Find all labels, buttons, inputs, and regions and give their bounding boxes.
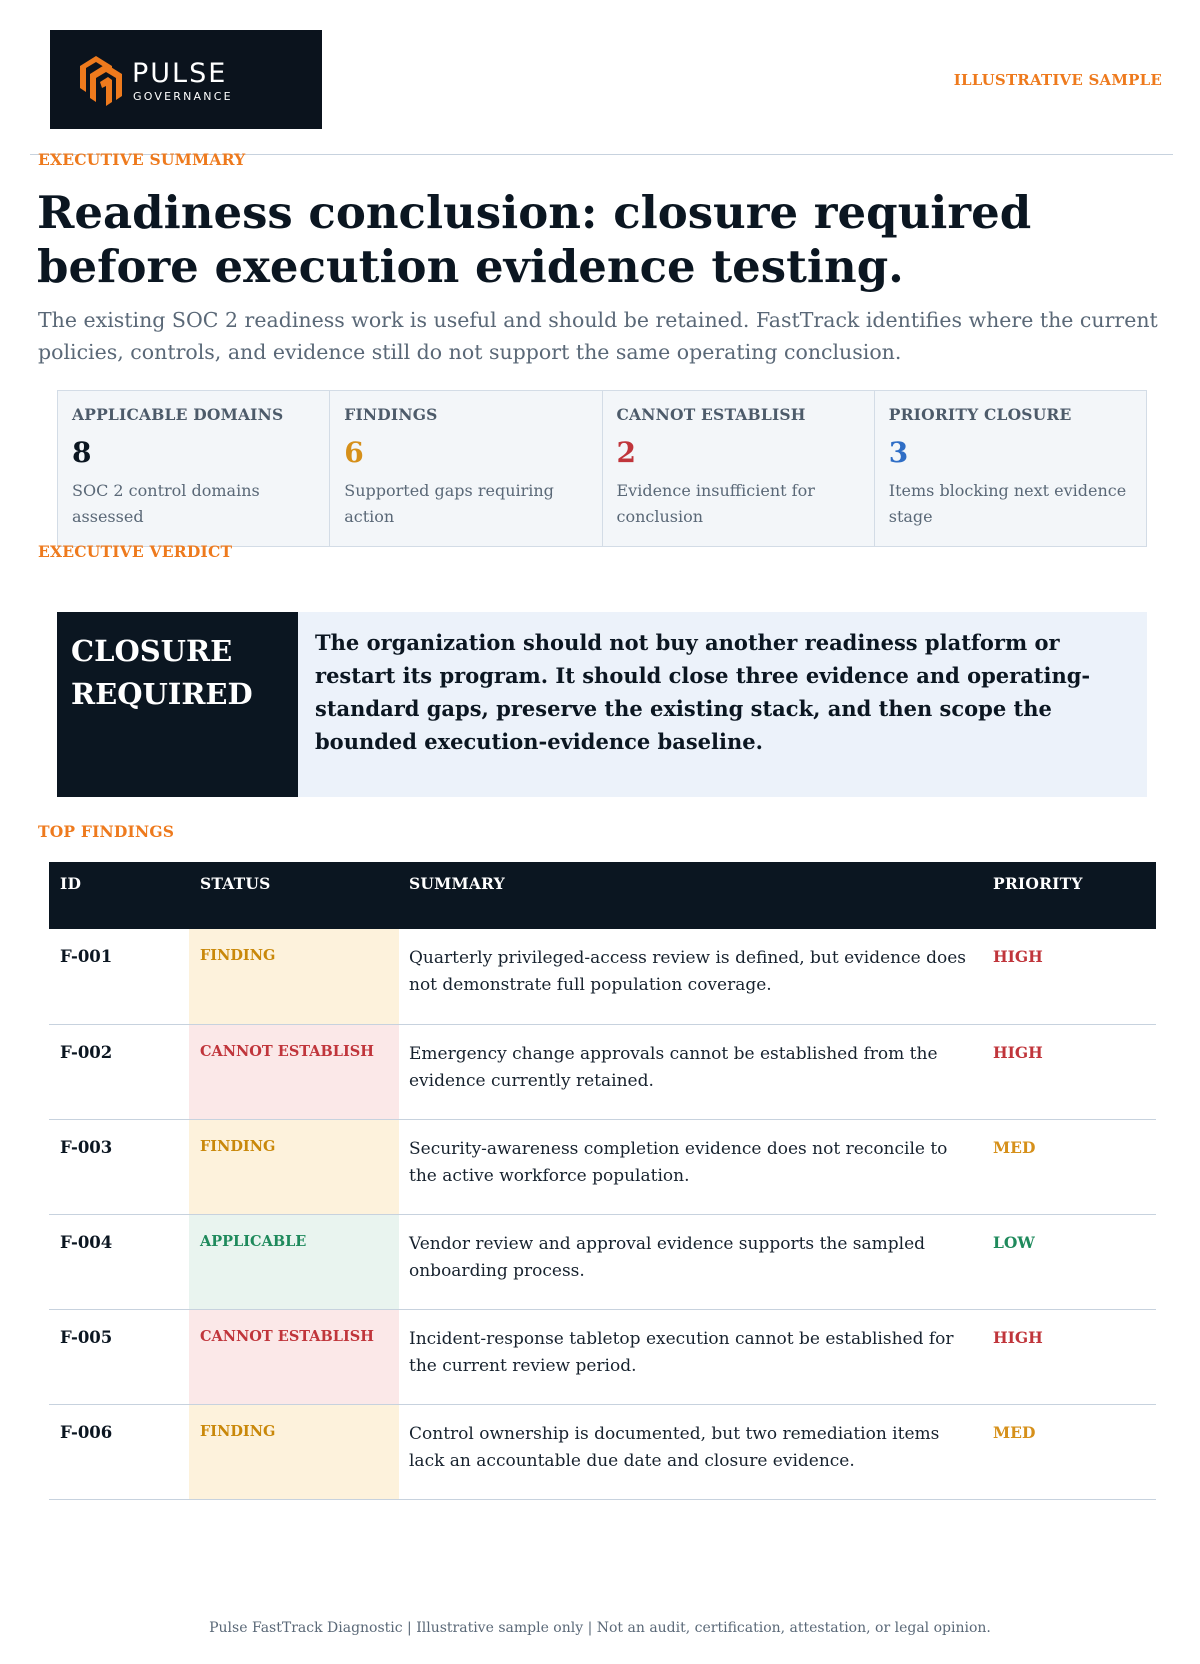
findings-table: ID STATUS SUMMARY PRIORITY F-001 FINDING Q… — [49, 862, 1156, 1500]
table-row: F-002 CANNOT ESTABLISH Emergency change ap… — [49, 1024, 1156, 1120]
finding-summary: Incident-response tabletop execution can… — [399, 1309, 983, 1405]
verdict-tag: CLOSURE REQUIRED — [57, 612, 298, 797]
metric-value: 3 — [888, 436, 909, 469]
table-row: F-006 FINDING Control ownership is documen… — [49, 1404, 1156, 1500]
finding-summary: Control ownership is documented, but two… — [399, 1404, 983, 1500]
header-divider — [30, 154, 1173, 155]
finding-id: F-006 — [49, 1404, 189, 1500]
metric-description: Items blocking next evidence stage — [888, 481, 1127, 526]
metric-description: Evidence insufficient for conclusion — [616, 481, 815, 526]
finding-priority: HIGH — [983, 1309, 1156, 1405]
column-header-summary: SUMMARY — [399, 862, 983, 929]
brand-name: PULSE — [132, 58, 228, 89]
brand-logo: PULSE GOVERNANCE — [50, 30, 322, 129]
metric-applicable-domains: APPLICABLE DOMAINS 8 SOC 2 control domai… — [58, 391, 331, 546]
finding-id: F-004 — [49, 1214, 189, 1310]
finding-id: F-001 — [49, 929, 189, 1025]
verdict-panel: CLOSURE REQUIRED The organization should… — [57, 612, 1147, 797]
finding-priority: HIGH — [983, 1024, 1156, 1120]
metric-value: 6 — [344, 436, 364, 469]
section-label-executive-summary: EXECUTIVE SUMMARY — [38, 150, 246, 169]
finding-status: FINDING — [189, 1404, 399, 1500]
finding-status: FINDING — [189, 1119, 399, 1215]
table-row: F-005 CANNOT ESTABLISH Incident-response t… — [49, 1309, 1156, 1405]
metric-priority-closure: PRIORITY CLOSURE 3 Items blocking next e… — [875, 391, 1146, 546]
table-row: F-001 FINDING Quarterly privileged-access … — [49, 929, 1156, 1025]
finding-status: APPLICABLE — [189, 1214, 399, 1310]
column-header-status: STATUS — [189, 862, 399, 929]
finding-status: FINDING — [189, 929, 399, 1025]
finding-summary: Vendor review and approval evidence supp… — [399, 1214, 983, 1310]
metric-value: 2 — [616, 436, 636, 469]
section-label-executive-verdict: EXECUTIVE VERDICT — [38, 542, 233, 561]
metric-description: Supported gaps requiring action — [344, 481, 554, 526]
column-header-priority: PRIORITY — [983, 862, 1156, 929]
finding-summary: Quarterly privileged-access review is de… — [399, 929, 983, 1025]
metric-label: FINDINGS — [344, 405, 438, 424]
finding-summary: Security-awareness completion evidence d… — [399, 1119, 983, 1215]
summary-lede: The existing SOC 2 readiness work is use… — [38, 308, 1158, 364]
finding-id: F-003 — [49, 1119, 189, 1215]
table-row: F-004 APPLICABLE Vendor review and approva… — [49, 1214, 1156, 1310]
finding-status: CANNOT ESTABLISH — [189, 1024, 399, 1120]
finding-summary: Emergency change approvals cannot be est… — [399, 1024, 983, 1120]
finding-status: CANNOT ESTABLISH — [189, 1309, 399, 1405]
table-row: F-003 FINDING Security-awareness completio… — [49, 1119, 1156, 1215]
brand-subtitle: GOVERNANCE — [133, 90, 233, 103]
finding-priority: HIGH — [983, 929, 1156, 1025]
column-header-id: ID — [49, 862, 189, 929]
finding-priority: MED — [983, 1404, 1156, 1500]
metrics-strip: APPLICABLE DOMAINS 8 SOC 2 control domai… — [57, 390, 1147, 547]
metric-value: 8 — [72, 436, 92, 469]
metric-findings: FINDINGS 6 Supported gaps requiring acti… — [330, 391, 603, 546]
section-label-top-findings: TOP FINDINGS — [38, 822, 175, 841]
metric-label: APPLICABLE DOMAINS — [72, 405, 284, 424]
metric-label: CANNOT ESTABLISH — [616, 405, 806, 424]
metric-label: PRIORITY CLOSURE — [888, 405, 1072, 424]
metric-cannot-establish: CANNOT ESTABLISH 2 Evidence insufficient… — [603, 391, 875, 546]
pulse-logo-icon — [80, 56, 122, 106]
table-header-row: ID STATUS SUMMARY PRIORITY — [49, 862, 1156, 929]
finding-priority: MED — [983, 1119, 1156, 1215]
page-footer: Pulse FastTrack Diagnostic | Illustrativ… — [209, 1620, 991, 1636]
sample-tag: ILLUSTRATIVE SAMPLE — [953, 71, 1162, 89]
page-title: Readiness conclusion: closure required b… — [37, 186, 1032, 293]
finding-id: F-005 — [49, 1309, 189, 1405]
verdict-text: The organization should not buy another … — [298, 612, 1147, 797]
finding-priority: LOW — [983, 1214, 1156, 1310]
metric-description: SOC 2 control domains assessed — [72, 481, 260, 526]
finding-id: F-002 — [49, 1024, 189, 1120]
